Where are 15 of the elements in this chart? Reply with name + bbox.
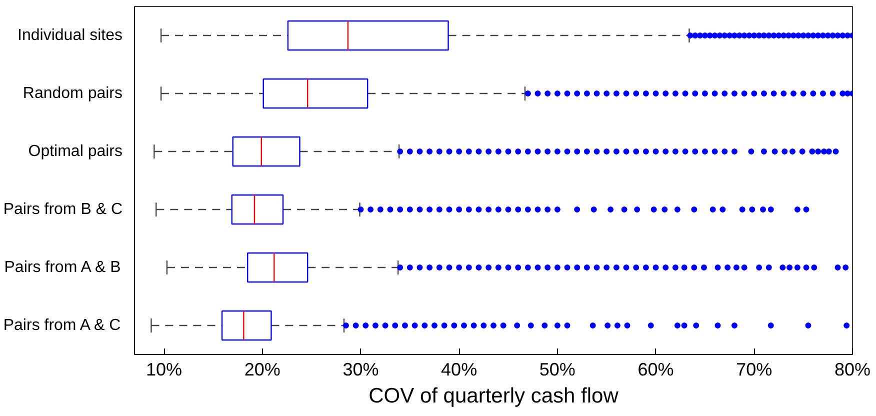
- x-tick-label: 50%: [539, 360, 576, 380]
- x-tick-label: 80%: [834, 360, 871, 380]
- x-tick-label: 40%: [441, 360, 478, 380]
- y-tick-label: Optimal pairs: [28, 143, 122, 160]
- x-axis-title: COV of quarterly cash flow: [368, 384, 620, 408]
- x-tick-label: 30%: [342, 360, 379, 380]
- x-tick-label: 70%: [736, 360, 772, 380]
- y-tick-label: Pairs from A & C: [3, 317, 121, 334]
- y-tick-label: Random pairs: [22, 85, 123, 102]
- x-tick-label: 20%: [244, 360, 280, 380]
- x-tick-label: 60%: [638, 360, 674, 380]
- y-tick-label: Pairs from B & C: [3, 201, 123, 218]
- y-tick-label: Individual sites: [18, 27, 123, 44]
- y-tick-label: Pairs from A & B: [4, 259, 121, 276]
- x-tick-label: 10%: [146, 360, 182, 380]
